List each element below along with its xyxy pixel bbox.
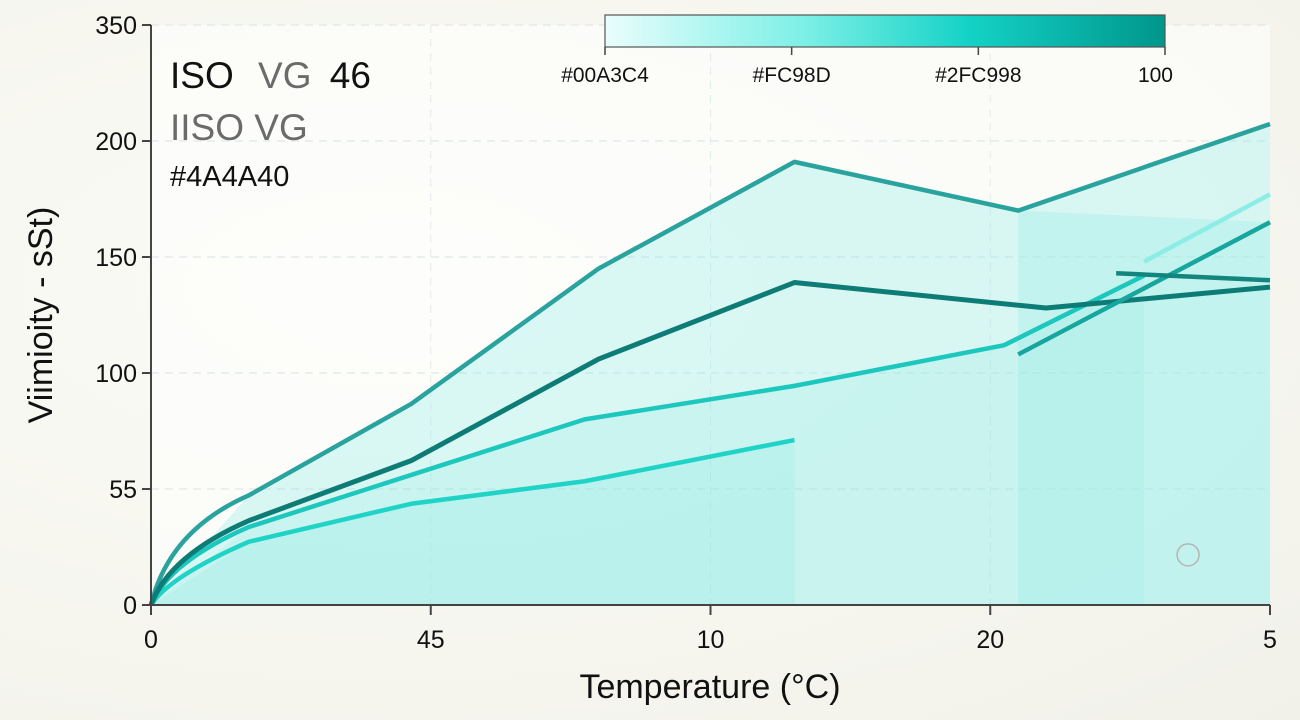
series-line-right-dark [1116,270,1271,283]
legend-entry-2: IISO VG [170,107,308,148]
colorbar-label: #FC98D [753,64,831,87]
colorbar-label: #2FC998 [935,64,1021,87]
legend: ISO VG 46 IISO VG #4A4A40 [170,55,371,193]
y-tick-label: 100 [95,360,137,388]
colorbar-gradient [604,14,1166,48]
legend-entry-1: ISO VG 46 [170,55,371,96]
y-tick-label: 350 [95,12,137,40]
colorbar-label: 100 [1138,64,1173,87]
x-tick-label: 20 [976,626,1004,654]
y-tick-label: 55 [109,476,137,504]
series-line-upper [148,121,1271,606]
area-upper [151,123,1270,605]
series-line-iso-vg-46 [148,280,1271,606]
legend-entry-1-part-2: VG [258,55,311,96]
legend-entry-1-part-1: ISO [170,55,234,96]
colorbar-ticks: #00A3C4 #FC98D #2FC998 100 [561,47,1173,87]
series-line-right-rise [1017,220,1272,357]
area-right-region [1018,210,1270,605]
colorbar: #00A3C4 #FC98D #2FC998 100 [561,14,1173,87]
x-tick-label: 0 [144,626,158,654]
series-lines [148,121,1272,607]
x-ticks: 0 45 10 20 5 [144,605,1277,654]
y-axis-title: Viimioity - sSt) [22,207,60,424]
series-line-right-light [1143,192,1272,264]
series-line-lower [149,437,795,607]
y-ticks: 0 55 100 150 200 350 [95,12,151,620]
x-tick-label: 5 [1263,626,1277,654]
axes [143,25,1270,612]
circle-marker-icon [1176,543,1200,567]
x-tick-label: 45 [417,626,445,654]
y-tick-label: 200 [95,128,137,156]
legend-entry-3: #4A4A40 [170,161,289,193]
x-tick-label: 10 [697,626,725,654]
x-axis-title: Temperature (°C) [579,668,840,706]
y-tick-label: 150 [95,244,137,272]
colorbar-label: #00A3C4 [561,64,649,87]
area-lower [151,440,795,605]
y-tick-label: 0 [123,592,137,620]
legend-entry-1-part-3: 46 [330,55,371,96]
area-mid [151,275,1145,605]
